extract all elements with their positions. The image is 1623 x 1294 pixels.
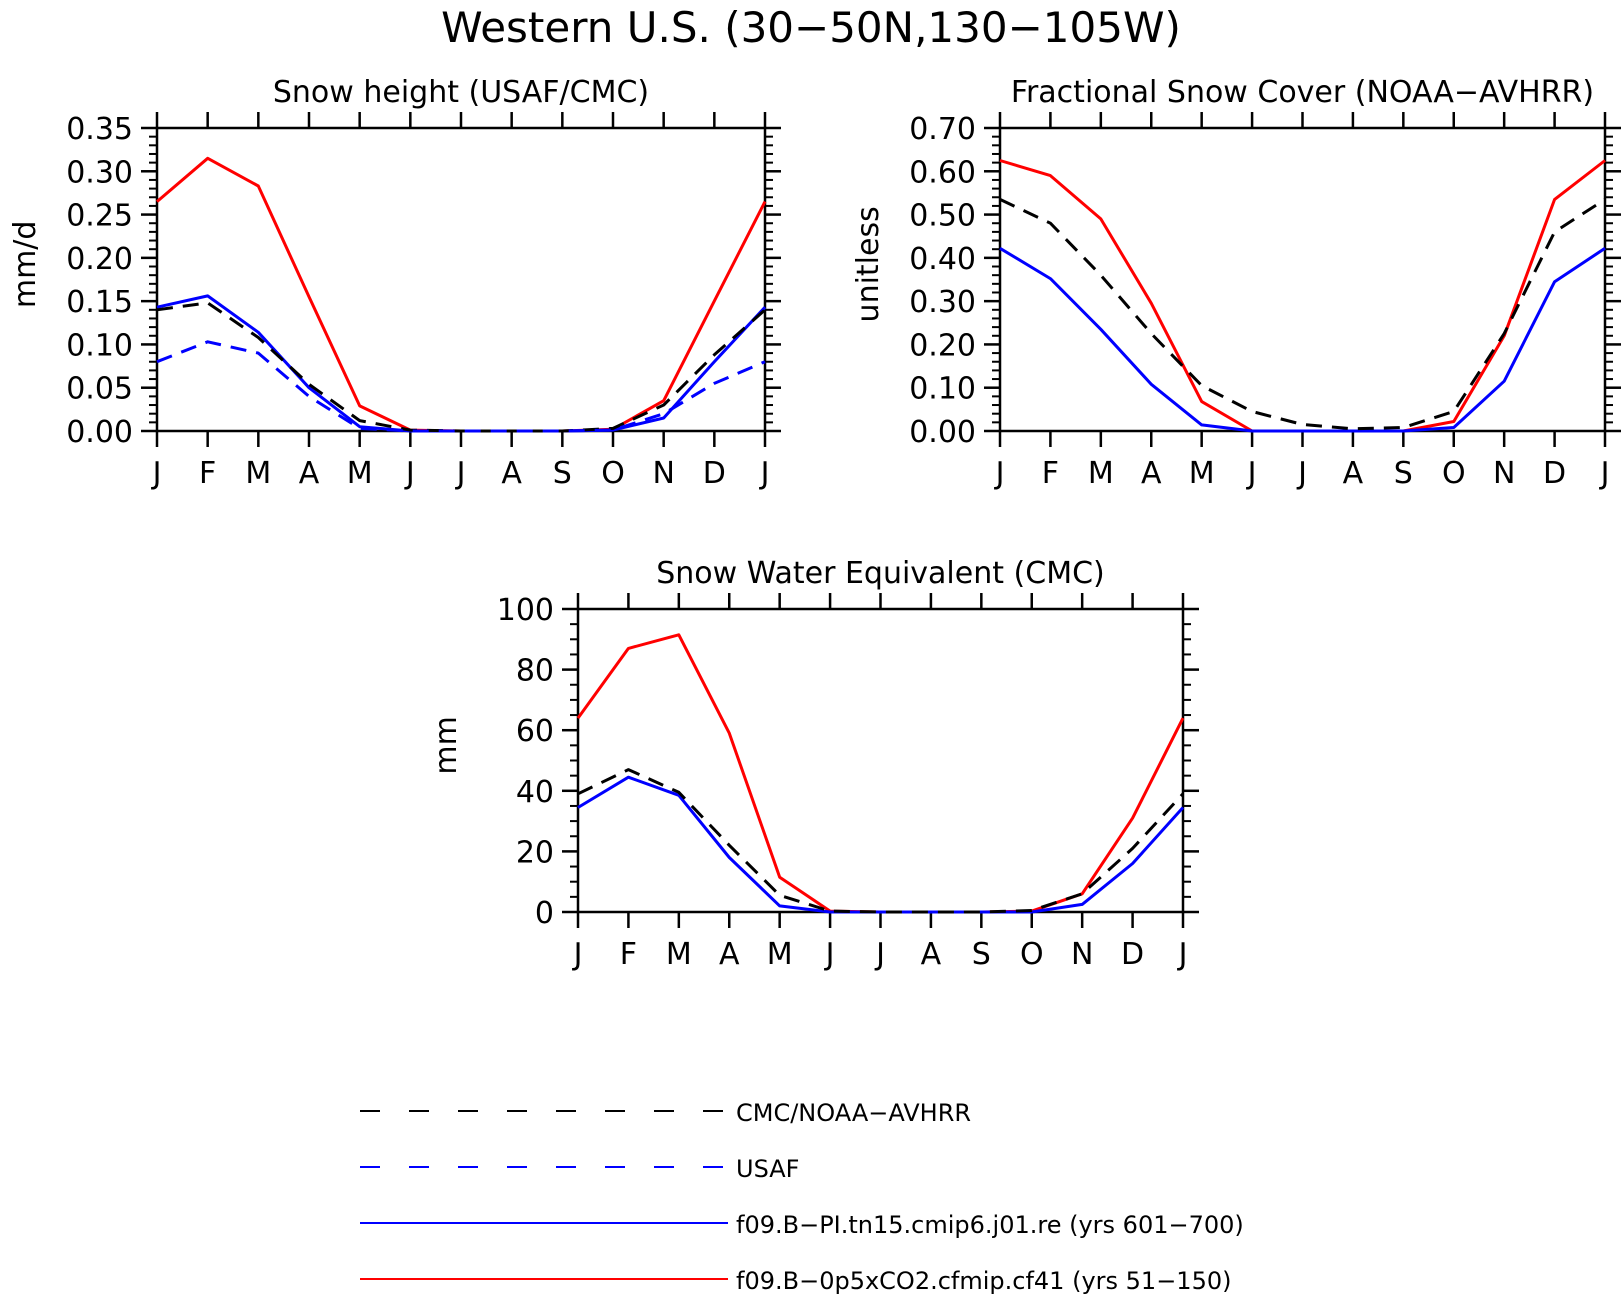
x-tick-label: M bbox=[666, 937, 692, 972]
x-tick-label: J bbox=[759, 456, 770, 491]
x-tick-label: M bbox=[767, 937, 793, 972]
x-tick-label: J bbox=[1296, 456, 1307, 491]
x-tick-label: M bbox=[1189, 456, 1215, 491]
x-tick-label: J bbox=[874, 937, 885, 972]
x-tick-label: M bbox=[1088, 456, 1114, 491]
panel-fractional-snow-cover: 0.000.100.200.300.400.500.600.70J F M A M J J A… bbox=[851, 75, 1621, 491]
x-tick-label: N bbox=[1493, 456, 1515, 491]
panel-title: Fractional Snow Cover (NOAA−AVHRR) bbox=[1011, 75, 1594, 110]
x-tick-label: A bbox=[719, 937, 740, 972]
x-tick-label: A bbox=[501, 456, 522, 491]
plot-frame bbox=[155, 126, 767, 433]
legend-label: f09.B−0p5xCO2.cfmip.cf41 (yrs 51−150) bbox=[736, 1267, 1231, 1294]
x-tick-label: M bbox=[245, 456, 271, 491]
x-tick-label: A bbox=[1141, 456, 1162, 491]
x-tick-label: F bbox=[199, 456, 216, 491]
series-line bbox=[999, 247, 1606, 433]
y-tick-label: 0.25 bbox=[66, 199, 133, 234]
plot-frame bbox=[576, 607, 1185, 914]
series-line bbox=[156, 301, 766, 433]
y-tick-label: 100 bbox=[497, 593, 554, 628]
x-tick-label: J bbox=[572, 937, 583, 972]
y-tick-label: 0 bbox=[535, 896, 554, 931]
x-tick-label: J bbox=[824, 937, 835, 972]
y-tick-label: 60 bbox=[516, 714, 554, 749]
x-tick-label: J bbox=[994, 456, 1005, 491]
x-tick-label: S bbox=[1394, 456, 1413, 491]
x-tick-label: J bbox=[1246, 456, 1257, 491]
x-tick-label: F bbox=[620, 937, 637, 972]
y-tick-label: 20 bbox=[516, 835, 554, 870]
panel-snow-height: 0.000.050.100.150.200.250.300.35J F M A M J J A… bbox=[8, 75, 781, 491]
x-tick-label: J bbox=[151, 456, 162, 491]
series-line bbox=[156, 340, 766, 433]
x-tick-label: J bbox=[404, 456, 415, 491]
x-tick-label: O bbox=[1442, 456, 1466, 491]
panel-title: Snow Water Equivalent (CMC) bbox=[656, 556, 1104, 591]
series-line bbox=[156, 156, 767, 433]
y-tick-label: 40 bbox=[516, 775, 554, 810]
x-tick-label: J bbox=[455, 456, 466, 491]
y-tick-label: 0.30 bbox=[66, 155, 133, 190]
x-tick-label: S bbox=[553, 456, 572, 491]
y-tick-label: 0.15 bbox=[66, 285, 133, 320]
x-tick-label: D bbox=[1543, 456, 1566, 491]
legend: CMC/NOAA−AVHRR USAF f09.B−PI.tn15.cmip6.j0… bbox=[360, 1099, 1244, 1294]
x-tick-label: M bbox=[347, 456, 373, 491]
y-tick-label: 0.30 bbox=[909, 285, 976, 320]
y-tick-label: 0.20 bbox=[909, 328, 976, 363]
y-tick-label: 0.20 bbox=[66, 242, 133, 277]
y-axis-label: mm bbox=[429, 716, 464, 774]
x-tick-label: N bbox=[1071, 937, 1093, 972]
y-tick-label: 0.10 bbox=[909, 372, 976, 407]
y-tick-label: 0.70 bbox=[909, 112, 976, 147]
x-tick-label: A bbox=[299, 456, 320, 491]
x-tick-label: N bbox=[652, 456, 674, 491]
legend-label: USAF bbox=[736, 1155, 799, 1183]
x-tick-label: A bbox=[1343, 456, 1364, 491]
series-line bbox=[577, 775, 1185, 914]
y-tick-label: 0.00 bbox=[909, 415, 976, 450]
y-tick-label: 0.60 bbox=[909, 155, 976, 190]
x-tick-label: D bbox=[703, 456, 726, 491]
x-tick-label: A bbox=[921, 937, 942, 972]
x-tick-label: O bbox=[601, 456, 625, 491]
x-tick-label: J bbox=[1177, 937, 1188, 972]
legend-label: CMC/NOAA−AVHRR bbox=[736, 1099, 971, 1127]
series-line bbox=[576, 633, 1185, 914]
plot-frame bbox=[998, 126, 1607, 433]
x-tick-label: F bbox=[1042, 456, 1059, 491]
x-tick-label: J bbox=[1599, 456, 1610, 491]
figure-title: Western U.S. (30−50N,130−105W) bbox=[441, 3, 1181, 52]
y-tick-label: 0.35 bbox=[66, 112, 133, 147]
series-line bbox=[999, 198, 1606, 431]
panel-title: Snow height (USAF/CMC) bbox=[273, 75, 649, 110]
y-tick-label: 0.00 bbox=[66, 415, 133, 450]
x-tick-label: O bbox=[1020, 937, 1044, 972]
x-tick-label: S bbox=[972, 937, 991, 972]
series-line bbox=[156, 294, 767, 433]
series-line bbox=[577, 768, 1185, 914]
y-tick-label: 0.40 bbox=[909, 242, 976, 277]
series-line bbox=[999, 159, 1606, 433]
y-tick-label: 0.50 bbox=[909, 199, 976, 234]
y-tick-label: 0.10 bbox=[66, 328, 133, 363]
legend-label: f09.B−PI.tn15.cmip6.j01.re (yrs 601−700) bbox=[736, 1211, 1244, 1239]
y-tick-label: 80 bbox=[516, 654, 554, 689]
y-tick-label: 0.05 bbox=[66, 372, 133, 407]
y-axis-label: mm/d bbox=[8, 221, 43, 309]
y-axis-label: unitless bbox=[851, 206, 886, 322]
x-tick-label: D bbox=[1121, 937, 1144, 972]
